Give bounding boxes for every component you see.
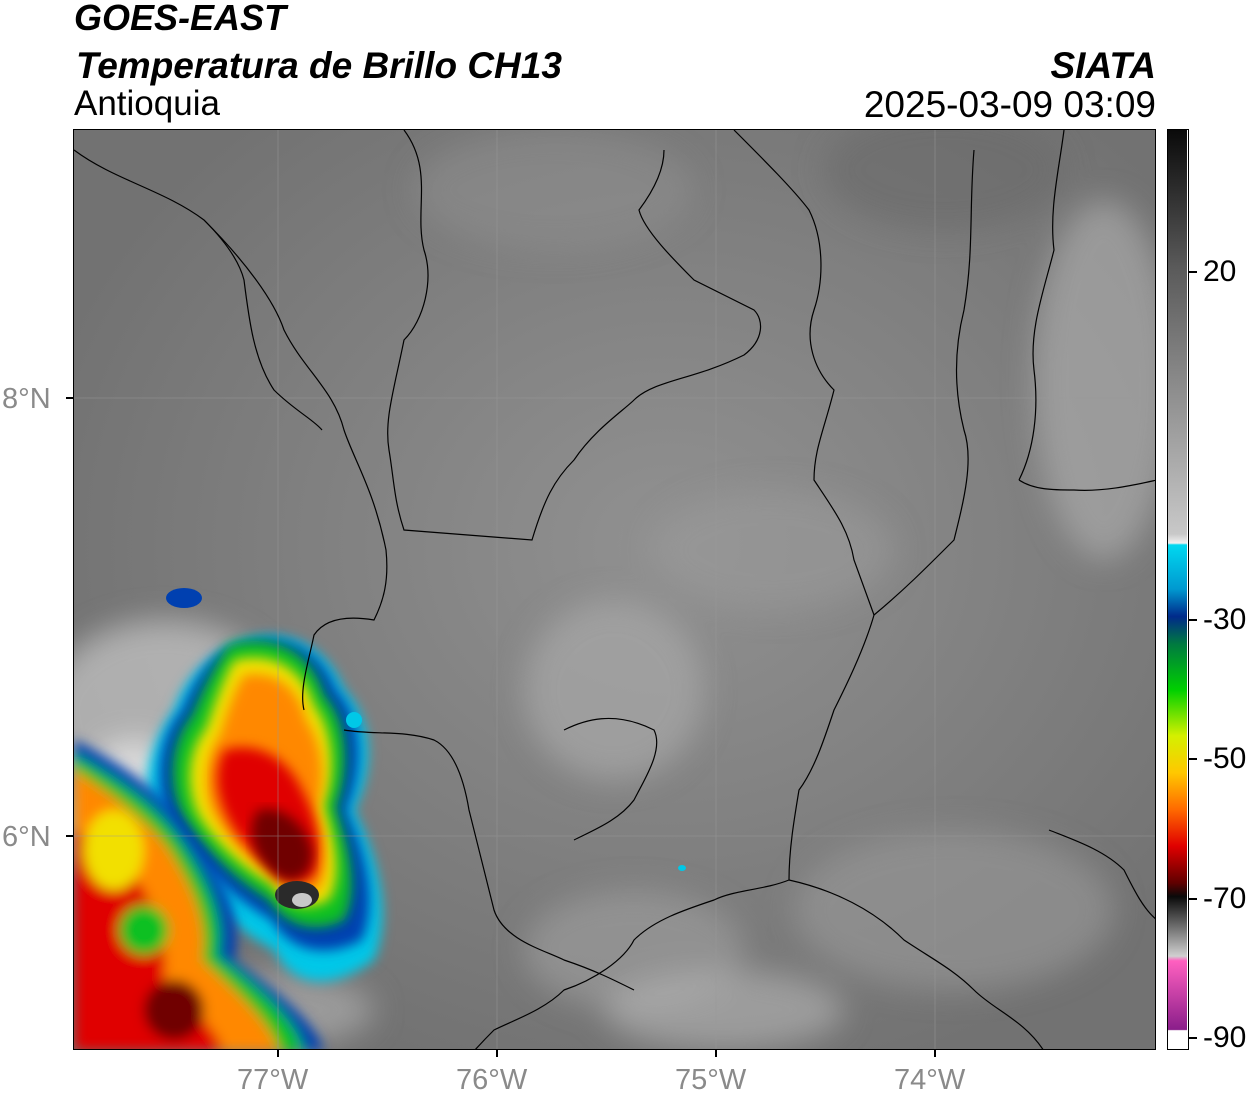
- colorbar-tick: [1189, 271, 1197, 273]
- lon-label-76w: 76°W: [456, 1064, 528, 1096]
- administrative-borders: [74, 130, 1155, 1049]
- lon-tick: [715, 1050, 717, 1057]
- lat-label-6n: 6°N: [2, 821, 51, 853]
- brightness-temperature-map: [73, 129, 1156, 1050]
- lat-tick: [66, 835, 73, 837]
- colorbar-label-minus50: -50: [1203, 742, 1247, 775]
- gridlines: [74, 130, 1155, 1049]
- lon-tick: [277, 1050, 279, 1057]
- storm-core-overshoot: [292, 893, 312, 907]
- title-satellite: GOES-EAST: [74, 0, 287, 38]
- lat-label-8n: 8°N: [2, 383, 51, 415]
- datetime-label: 2025-03-09 03:09: [863, 84, 1156, 125]
- convective-storm-west: [74, 740, 324, 1049]
- colorbar-label-minus90: -90: [1203, 1021, 1247, 1054]
- map-canvas: [74, 130, 1155, 1049]
- colorbar-label-20: 20: [1203, 255, 1237, 288]
- colorbar-tick: [1189, 1037, 1197, 1039]
- small-cold-patches: [166, 588, 686, 871]
- colorbar: [1167, 129, 1189, 1050]
- colorbar-label-minus70: -70: [1203, 882, 1247, 915]
- lon-label-75w: 75°W: [675, 1064, 747, 1096]
- lon-label-74w: 74°W: [894, 1064, 966, 1096]
- colorbar-tick: [1189, 619, 1197, 621]
- lon-tick: [934, 1050, 936, 1057]
- colorbar-tick: [1189, 898, 1197, 900]
- colorbar-tick: [1189, 758, 1197, 760]
- lat-tick: [66, 397, 73, 399]
- lon-label-77w: 77°W: [237, 1064, 309, 1096]
- convective-storm-east: [145, 635, 383, 982]
- colorbar-label-minus30: -30: [1203, 603, 1247, 636]
- agency-label: SIATA: [1050, 45, 1156, 86]
- colorbar-gradient: [1168, 130, 1187, 1048]
- lon-tick: [496, 1050, 498, 1057]
- title-product: Temperatura de Brillo CH13: [76, 45, 562, 86]
- title-region: Antioquia: [74, 84, 220, 123]
